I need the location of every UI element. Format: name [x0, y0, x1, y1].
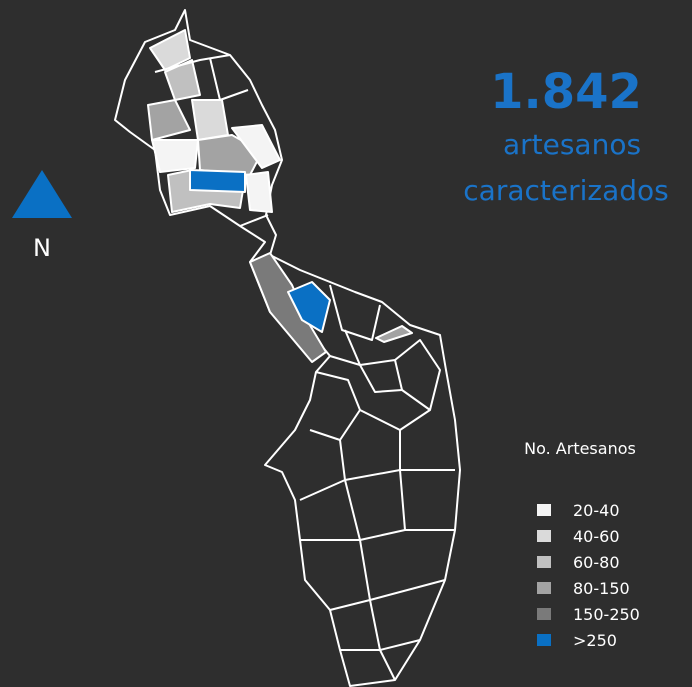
region	[147, 99, 191, 141]
stat-line: caracterizados	[463, 174, 668, 207]
legend-label: 60-80	[573, 553, 620, 572]
legend-label: 80-150	[573, 579, 630, 598]
boundary	[394, 339, 441, 411]
legend-swatch	[537, 530, 551, 542]
boundary	[239, 214, 269, 227]
legend-label: 150-250	[573, 605, 640, 624]
region	[151, 139, 199, 173]
boundary	[340, 649, 396, 681]
boundary	[329, 284, 381, 341]
boundary	[399, 430, 455, 531]
region	[375, 325, 413, 343]
north-arrow	[12, 170, 72, 218]
legend-swatch	[537, 556, 551, 568]
legend-title: No. Artesanos	[524, 439, 636, 458]
region	[287, 281, 331, 333]
legend-swatch	[537, 608, 551, 620]
region	[249, 252, 327, 363]
legend-label: >250	[573, 631, 617, 650]
north-label: N	[33, 234, 51, 262]
stat-value: 1.842	[490, 64, 642, 120]
map	[114, 9, 461, 687]
region	[191, 99, 229, 141]
boundary	[154, 54, 231, 73]
legend: 20-40 40-60 60-80 80-150 150-250 >250	[537, 501, 640, 650]
boundary	[300, 539, 371, 611]
region	[189, 169, 246, 193]
legend-label: 40-60	[573, 527, 620, 546]
legend-swatch	[537, 582, 551, 594]
boundary	[209, 57, 249, 101]
boundary	[369, 579, 446, 601]
legend-swatch	[537, 634, 551, 646]
region	[245, 171, 273, 213]
legend-label: 20-40	[573, 501, 620, 520]
region	[149, 29, 191, 71]
stat-line: artesanos	[503, 128, 641, 161]
region	[231, 124, 281, 169]
legend-swatch	[537, 504, 551, 516]
